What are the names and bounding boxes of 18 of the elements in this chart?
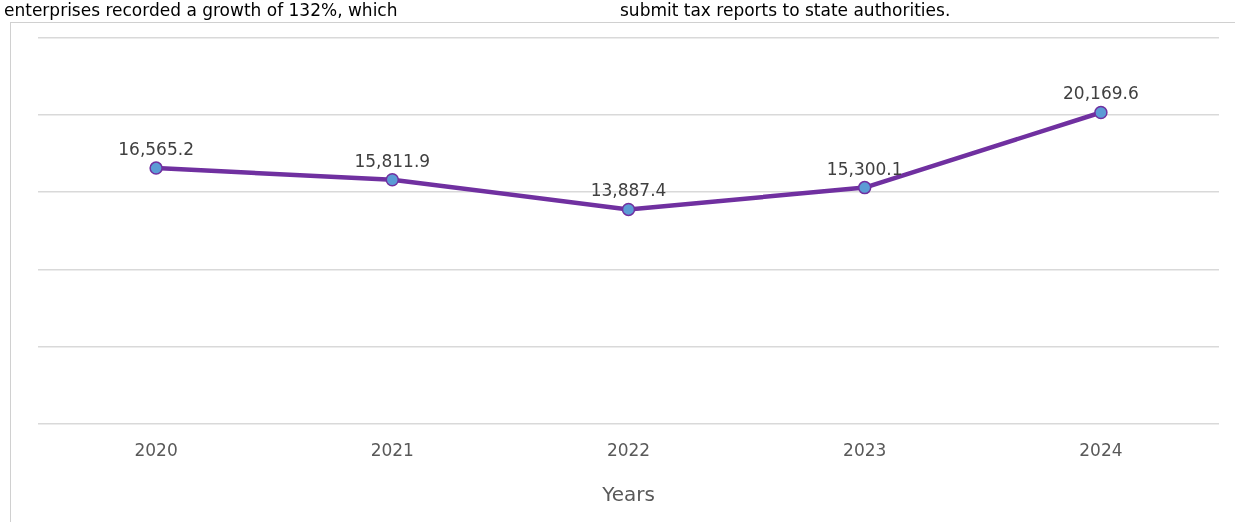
point bbox=[857, 180, 872, 195]
data-label: 15,300.1 bbox=[826, 158, 903, 179]
data-label: 15,811.9 bbox=[354, 150, 431, 171]
data-label: 20,169.6 bbox=[1063, 83, 1139, 104]
x-tick-label: 2022 bbox=[606, 440, 651, 461]
point bbox=[385, 172, 400, 187]
x-tick-label: 2021 bbox=[370, 440, 414, 461]
point bbox=[621, 202, 636, 217]
x-axis-title: Years bbox=[601, 482, 655, 507]
data-label: 16,565.2 bbox=[118, 139, 194, 160]
text: submit tax reports to state authorities. bbox=[620, 0, 951, 20]
x-tick-label: 2020 bbox=[134, 440, 178, 461]
point bbox=[149, 161, 163, 175]
data-label: 13,887.4 bbox=[590, 180, 667, 201]
x-tick-label: 2024 bbox=[1079, 440, 1123, 461]
point bbox=[1094, 105, 1108, 120]
text: enterprises recorded a growth of 132%, which bbox=[4, 0, 398, 20]
x-tick-label: 2023 bbox=[843, 440, 887, 461]
